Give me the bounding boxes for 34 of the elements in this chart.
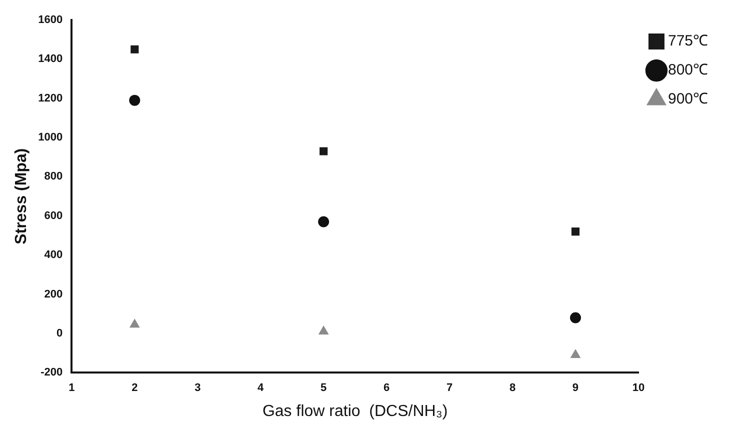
x-tick-label: 1 (68, 382, 75, 394)
point (318, 216, 330, 228)
x-tick-label: 7 (446, 382, 453, 394)
x-tick-label: 10 (632, 382, 645, 394)
x-tick-label: 5 (320, 382, 327, 394)
x-tick-label: 8 (509, 382, 516, 394)
x-tick-label: 9 (572, 382, 579, 394)
y-tick-label: 0 (56, 327, 63, 340)
y-tick-label: 200 (44, 288, 63, 300)
legend-label: 900℃ (668, 90, 708, 108)
point (130, 319, 140, 328)
x-tick-label: 6 (384, 382, 390, 394)
x-tick-label: 2 (132, 382, 138, 394)
y-tick-label: 400 (44, 249, 63, 262)
y-tick-label: 1400 (38, 53, 63, 66)
y-tick-label: 800 (44, 170, 63, 183)
x-tick-label: 4 (258, 382, 265, 394)
point (570, 349, 580, 358)
point (570, 312, 581, 324)
y-tick-label: 600 (44, 210, 63, 222)
point (129, 94, 140, 106)
y-tick-label: 1600 (38, 14, 63, 26)
point (130, 45, 139, 54)
x-tick-label: 3 (194, 382, 201, 394)
point (318, 326, 328, 334)
point (571, 228, 580, 236)
legend-label: 775℃ (668, 32, 708, 50)
y-tick-label: 1000 (38, 132, 63, 144)
legend-label: 800℃ (668, 62, 708, 79)
point (320, 147, 328, 156)
y-axis-title: Stress (Mpa) (13, 148, 30, 244)
y-tick-label: 1200 (38, 92, 63, 104)
y-tick-label: -200 (40, 366, 63, 379)
x-axis-title: Gas flow ratio (DCS/NH₃) (262, 402, 448, 420)
